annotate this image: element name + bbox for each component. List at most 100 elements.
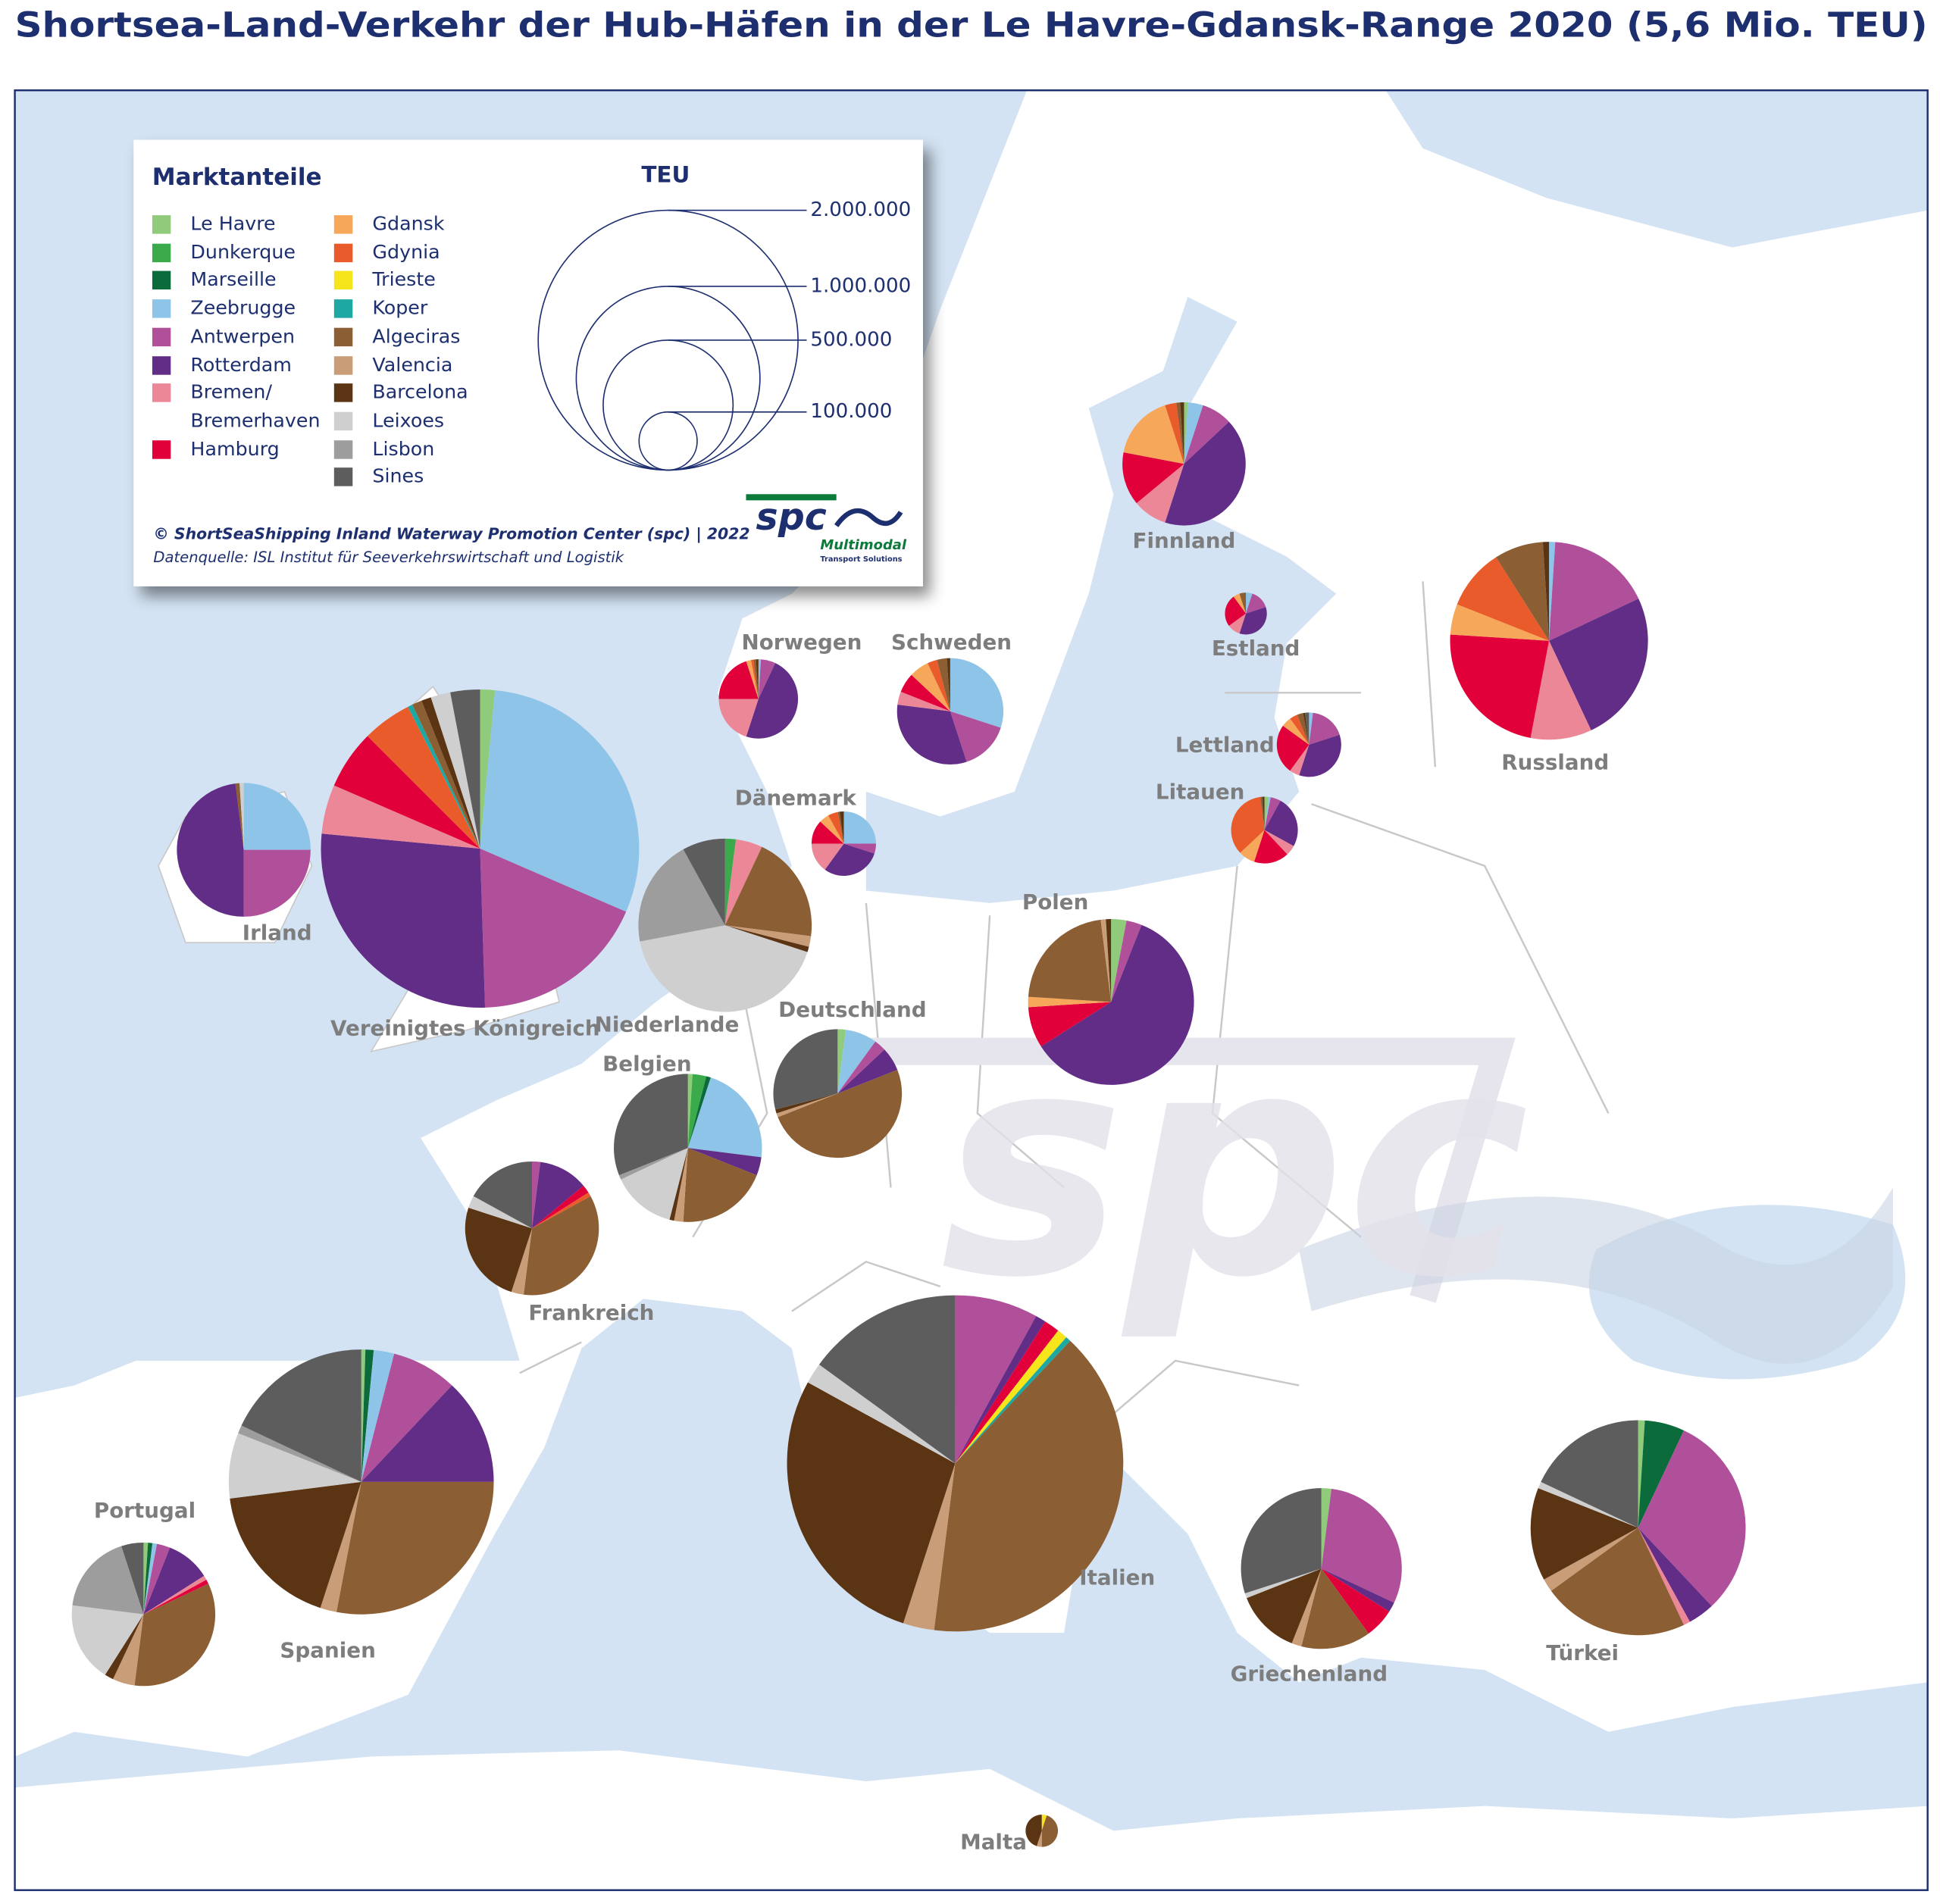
pie-slice [1542, 542, 1550, 641]
pie-slice [840, 811, 844, 844]
country-pie [1231, 796, 1298, 864]
pie-slice [71, 1605, 144, 1675]
legend-label: Marseille [190, 268, 277, 292]
pie-slice [243, 783, 311, 850]
pie-slice [1041, 1815, 1059, 1847]
sea [14, 1299, 1928, 1831]
sea [1385, 90, 1928, 248]
country-pie [718, 659, 799, 739]
pie-slice [775, 1093, 838, 1114]
pie-slice [473, 1161, 533, 1229]
legend-item: Antwerpen [152, 323, 334, 351]
country-label: Italien [1079, 1565, 1155, 1590]
pie-slice [928, 659, 950, 711]
country-pie [1530, 1420, 1746, 1636]
legend-item: Marseille [152, 267, 334, 295]
pie-slice [787, 1382, 956, 1624]
pie-slice [1240, 830, 1265, 862]
pie-slice [687, 1076, 711, 1149]
legend-swatch [152, 243, 171, 262]
country-pie [1241, 1488, 1402, 1649]
country-pie [1025, 1814, 1059, 1847]
pie-slice [468, 1196, 533, 1229]
country-label: Frankreich [528, 1300, 654, 1325]
pie-slice [523, 1196, 599, 1296]
logo-wave [834, 508, 903, 527]
country-label: Dänemark [735, 786, 857, 811]
legend-item: Sines [333, 463, 516, 491]
country-pie [614, 1074, 762, 1222]
country-label: Lettland [1175, 733, 1275, 758]
country-pie [896, 658, 1004, 764]
pie-slice [950, 711, 1001, 762]
pie-slice [756, 659, 759, 699]
pie-slice [1264, 830, 1294, 855]
pie-slice [1321, 1488, 1402, 1603]
pie-slice [1184, 405, 1229, 464]
pie-slice [321, 833, 486, 1008]
pie-slice [758, 659, 762, 699]
pie-slice [897, 691, 950, 711]
pie-slice [1309, 712, 1313, 745]
pie-slice [532, 1161, 584, 1229]
map-frame [14, 89, 1929, 1891]
legend-label: Gdynia [372, 240, 440, 264]
legend-swatch [333, 299, 353, 318]
pie-slice [1231, 796, 1265, 853]
pie-slice [480, 689, 640, 912]
legend-swatch [333, 355, 353, 374]
pie-slice [1244, 1568, 1322, 1599]
pie-slice [1247, 1568, 1322, 1643]
pie-slice [718, 661, 759, 699]
pie-slice [1106, 919, 1112, 1002]
pie-slice [746, 663, 799, 739]
pie-slice [1550, 1527, 1685, 1636]
pie-layer: Finnland Estland Russland Norwegen Schweden L… [71, 402, 1746, 1855]
pie-slice [811, 821, 844, 844]
pie-slice [683, 838, 725, 926]
pie-slice [1638, 1527, 1712, 1622]
pie-slice [421, 697, 480, 849]
legend-label: Trieste [372, 268, 436, 292]
pie-slice [230, 1481, 361, 1609]
legend-item: Koper [333, 295, 516, 323]
pie-slice [773, 1029, 838, 1110]
sea [865, 296, 1337, 903]
legend-item: Rotterdam [152, 351, 334, 379]
pie-slice [687, 1074, 707, 1149]
legend-label: Sines [372, 465, 424, 488]
legend-label: Gdansk [372, 212, 445, 236]
pie-slice [811, 843, 844, 870]
pie-slice [687, 1074, 693, 1149]
pie-slice [1260, 796, 1265, 830]
pie-slice [687, 1148, 762, 1176]
pie-slice [911, 663, 950, 711]
pie-slice [843, 843, 876, 854]
country-pie [71, 1542, 216, 1687]
pie-slice [724, 925, 809, 952]
legend-swatch [333, 411, 353, 431]
pie-slice [1028, 996, 1112, 1008]
pie-slice [934, 1340, 1124, 1632]
pie-slice [1530, 1488, 1638, 1580]
pie-slice [621, 1148, 688, 1220]
pie-slice [511, 1228, 533, 1295]
pie-slice [837, 811, 844, 844]
pie-slice [674, 1148, 688, 1222]
pie-slice [143, 1547, 205, 1615]
pie-slice [1282, 718, 1310, 745]
pie-slice [228, 1433, 361, 1499]
title: Shortsea-Land-Verkehr der Hub-Häfen in d… [15, 5, 1928, 45]
pie-slice [1321, 1568, 1390, 1634]
pie-slice [1321, 1488, 1331, 1569]
pie-slice [1165, 402, 1184, 464]
pie-slice [824, 843, 875, 876]
pie-slice [724, 839, 762, 926]
legend-title: Marktanteile [152, 164, 322, 191]
pie-slice [450, 689, 480, 849]
copyright: © ShortSeaShipping Inland Waterway Promo… [153, 524, 749, 543]
country-label: Malta [960, 1830, 1027, 1855]
pie-slice [1549, 599, 1648, 730]
